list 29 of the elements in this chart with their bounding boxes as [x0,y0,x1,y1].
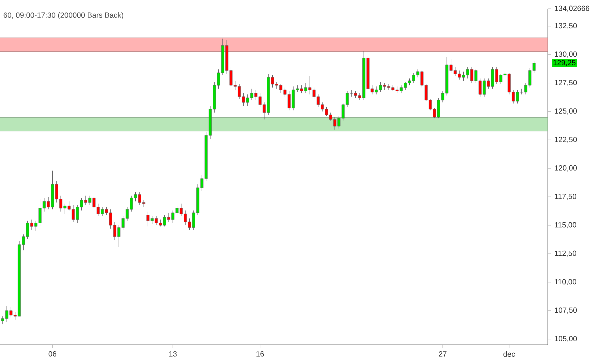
candlestick [316,94,320,108]
candlestick [163,215,166,227]
candlestick [146,212,150,227]
candlestick [466,67,470,79]
candlestick [84,196,88,206]
candlestick [246,94,250,106]
candlestick [325,106,328,117]
candlestick [308,76,312,95]
candlestick [6,306,9,322]
candlestick [379,82,382,93]
candlestick [454,67,457,77]
candlestick [500,74,503,85]
candlestick [176,206,179,216]
candlestick [412,72,416,84]
candlestick [172,210,175,224]
candlestick [280,84,283,94]
candlestick [184,210,188,226]
candlestick [516,90,520,104]
candlestick [495,67,498,85]
candlestick [254,90,258,101]
candlestick [462,72,466,82]
candlestick [51,170,54,210]
candlestick [458,70,462,80]
candlestick [138,192,142,206]
candlestick [491,67,494,90]
candlestick [88,196,92,206]
candlestick [288,90,291,111]
candlestick [10,307,13,318]
candlestick [38,199,42,227]
